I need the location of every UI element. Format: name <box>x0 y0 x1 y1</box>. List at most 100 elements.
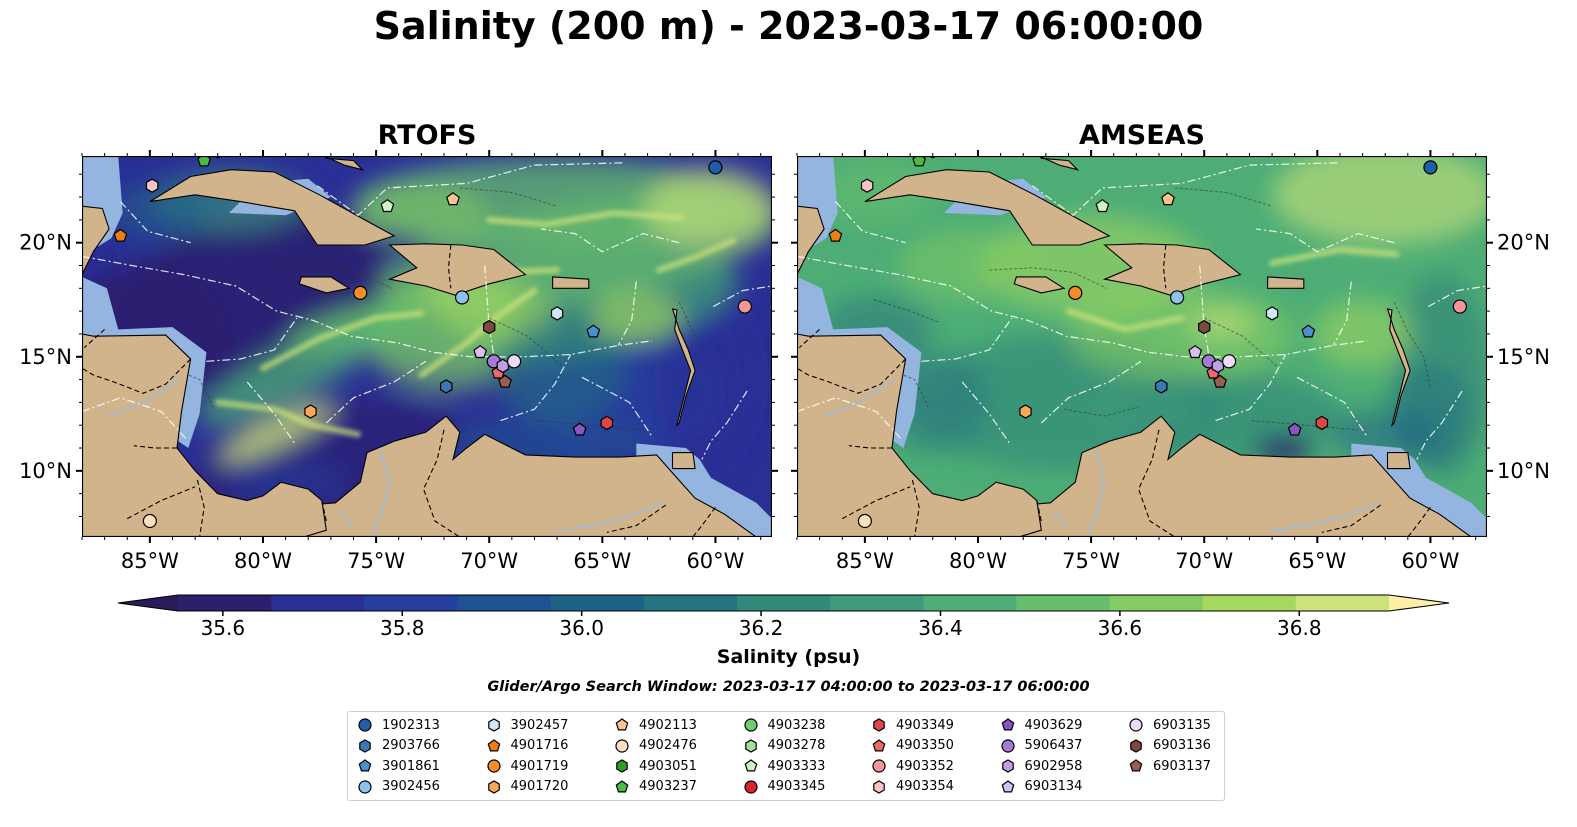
float-4901719 <box>1068 285 1083 300</box>
depth-contour <box>873 299 940 323</box>
colorbar-bin <box>1202 595 1297 611</box>
colorbar-tick-label: 36.8 <box>1277 616 1322 640</box>
float-4901716 <box>113 228 128 242</box>
shelf-water <box>636 443 772 537</box>
eez-boundary <box>617 281 637 346</box>
land-jamaica <box>298 276 351 294</box>
legend-label: 4901719 <box>510 758 569 774</box>
legend-label: 4903349 <box>896 717 954 733</box>
legend-item-4903333: 4903333 <box>743 756 825 776</box>
legend-item-4903350: 4903350 <box>871 736 954 756</box>
float-3902456 <box>1169 290 1185 305</box>
legend-item-4903349: 4903349 <box>871 715 954 735</box>
country-border <box>841 486 911 520</box>
legend-label: 6903136 <box>1153 738 1211 753</box>
float-4903629 <box>1287 422 1302 436</box>
eez-boundary <box>1215 354 1287 422</box>
legend-marker-4903354 <box>873 779 885 794</box>
float-legend: 1902313 2903766 3901861 3902456 3902457 49017… <box>347 711 1225 801</box>
legend-marker-icon <box>1129 759 1143 772</box>
lon-tick-label: 80°W <box>234 549 292 573</box>
field-patch <box>898 229 1035 303</box>
field-patch <box>226 461 345 503</box>
legend-item-4903278: 4903278 <box>743 736 825 756</box>
river <box>108 378 180 417</box>
legend-marker-icon <box>615 738 629 753</box>
legend-label: 4903345 <box>767 779 826 794</box>
country-border <box>848 445 892 449</box>
legend-marker-icon <box>615 718 629 731</box>
country-border <box>1407 506 1431 537</box>
colorbar-bin <box>1109 595 1204 611</box>
legend-marker-4903051 <box>616 759 628 773</box>
legend-label: 6903135 <box>1153 717 1211 733</box>
field-patch <box>591 288 682 344</box>
river <box>370 450 391 537</box>
colorbar-extend-high <box>1389 595 1449 611</box>
legend-item-4903238: 4903238 <box>743 715 825 735</box>
eez-boundary <box>1040 360 1142 424</box>
lon-tick-label: 75°W <box>1062 549 1120 573</box>
legend-label: 6903137 <box>1153 758 1211 774</box>
legend-item-4903354: 4903354 <box>871 777 954 797</box>
land-central <box>797 333 1042 537</box>
float-1902313 <box>708 160 723 175</box>
river <box>1054 511 1070 529</box>
legend-marker-4903352 <box>872 759 886 773</box>
legend-marker-1902313 <box>358 718 372 732</box>
land-bahamas <box>1037 156 1080 171</box>
colorbar-tick-label: 36.2 <box>739 616 784 640</box>
legend-marker-4903237 <box>615 779 629 792</box>
legend-marker-icon <box>743 718 758 732</box>
legend-marker-icon <box>1001 759 1014 773</box>
country-border <box>423 429 461 537</box>
country-border <box>911 479 920 537</box>
float-2903766 <box>1155 379 1168 394</box>
eez-boundary <box>246 381 296 444</box>
legend-marker-icon <box>1000 738 1015 753</box>
field-patch <box>489 320 625 421</box>
colorbar-outline <box>117 594 1450 612</box>
field-filament <box>1065 308 1185 333</box>
legend-marker-icon <box>487 779 500 794</box>
legend-item-1902313: 1902313 <box>357 715 440 735</box>
legend-marker-6903136 <box>1130 738 1142 753</box>
eez-boundary <box>797 397 902 440</box>
legend-item-4902113: 4902113 <box>614 715 697 735</box>
land-central <box>82 333 327 537</box>
legend-marker-3901861 <box>358 759 372 772</box>
eez-boundary <box>1427 285 1487 308</box>
land-hispaniola <box>1102 243 1242 296</box>
legend-marker-4903278 <box>744 738 757 753</box>
legend-item-2903766: 2903766 <box>357 736 440 756</box>
legend-item-4902476: 4902476 <box>614 736 697 756</box>
lat-tick-label: 15°N <box>1497 345 1550 369</box>
legend-item-3902457: 3902457 <box>486 715 568 735</box>
field-filament <box>214 399 361 438</box>
legend-item-4901719: 4901719 <box>486 756 569 776</box>
colorbar-bin <box>364 595 459 611</box>
float-4903237 <box>197 156 212 167</box>
eez-boundary <box>541 228 680 253</box>
legend-label: 4903237 <box>639 779 697 794</box>
eez-boundary <box>961 381 1011 444</box>
depth-contour <box>158 299 225 323</box>
legend-label: 4901720 <box>510 779 569 794</box>
float-4903349 <box>600 415 614 431</box>
colorbar-bin <box>830 595 924 611</box>
colorbar-bin <box>457 595 552 611</box>
legend-label: 1902313 <box>382 717 440 733</box>
float-4902476 <box>857 513 872 529</box>
float-2903766 <box>440 379 453 394</box>
legend-marker-5906437 <box>1000 738 1015 753</box>
depth-contour <box>1063 406 1139 417</box>
field-filament <box>655 237 737 274</box>
colorbar-bin <box>271 595 365 611</box>
legend-item-4901716: 4901716 <box>486 736 568 756</box>
float-6903137 <box>498 374 512 388</box>
legend-item-6902958: 6902958 <box>1000 756 1082 776</box>
map-amseas <box>797 156 1487 537</box>
legend-marker-icon <box>872 738 886 751</box>
lat-tick-label: 10°N <box>19 459 72 483</box>
legend-item-4903237: 4903237 <box>614 777 697 797</box>
